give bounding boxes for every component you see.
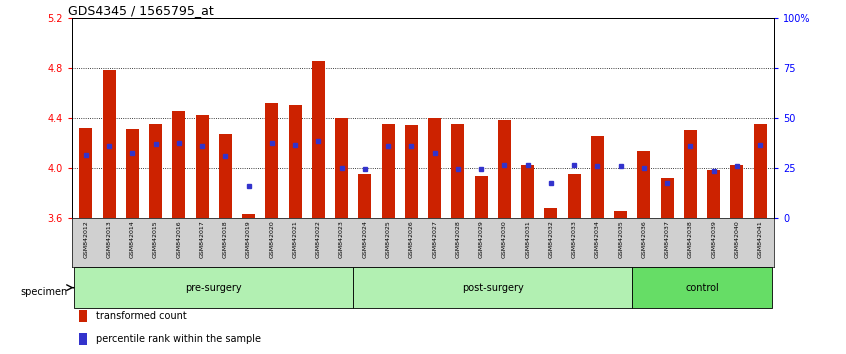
Text: post-surgery: post-surgery: [462, 282, 524, 293]
Text: transformed count: transformed count: [96, 311, 186, 321]
Text: GSM842032: GSM842032: [548, 220, 553, 258]
Text: GSM842027: GSM842027: [432, 220, 437, 258]
Bar: [312, 62, 325, 218]
Bar: [288, 105, 301, 218]
Text: GSM842012: GSM842012: [84, 220, 88, 258]
Bar: [568, 174, 580, 218]
Bar: [754, 124, 766, 218]
Bar: [638, 152, 651, 218]
Bar: [173, 112, 185, 218]
Bar: [591, 136, 604, 218]
Bar: [126, 129, 139, 218]
Bar: [632, 267, 772, 308]
Bar: [79, 333, 87, 345]
Text: GSM842029: GSM842029: [479, 220, 484, 258]
Text: GSM842017: GSM842017: [200, 220, 205, 258]
Text: GSM842038: GSM842038: [688, 220, 693, 258]
Text: GSM842015: GSM842015: [153, 220, 158, 258]
Text: GSM842026: GSM842026: [409, 220, 414, 258]
Text: GSM842030: GSM842030: [502, 220, 507, 258]
Bar: [452, 124, 464, 218]
Bar: [74, 267, 354, 308]
Text: GSM842018: GSM842018: [222, 220, 228, 258]
Text: GSM842016: GSM842016: [176, 220, 181, 258]
Text: GDS4345 / 1565795_at: GDS4345 / 1565795_at: [69, 4, 214, 17]
Bar: [195, 115, 208, 218]
Text: GSM842039: GSM842039: [711, 220, 716, 258]
Bar: [521, 165, 534, 218]
Text: specimen: specimen: [20, 287, 68, 297]
Bar: [428, 118, 441, 218]
Bar: [684, 130, 697, 218]
Text: GSM842024: GSM842024: [362, 220, 367, 258]
Bar: [219, 134, 232, 218]
Text: GSM842037: GSM842037: [665, 220, 670, 258]
Text: GSM842020: GSM842020: [269, 220, 274, 258]
Bar: [614, 211, 627, 218]
Bar: [661, 178, 673, 218]
Bar: [730, 165, 744, 218]
Text: GSM842013: GSM842013: [107, 220, 112, 258]
Text: GSM842021: GSM842021: [293, 220, 298, 258]
Bar: [382, 124, 394, 218]
Text: GSM842041: GSM842041: [758, 220, 762, 258]
Text: GSM842035: GSM842035: [618, 220, 624, 258]
Text: GSM842022: GSM842022: [316, 220, 321, 258]
Text: GSM842023: GSM842023: [339, 220, 344, 258]
Bar: [79, 310, 87, 322]
Bar: [335, 118, 348, 218]
Bar: [405, 125, 418, 218]
Text: GSM842028: GSM842028: [455, 220, 460, 258]
Text: GSM842036: GSM842036: [641, 220, 646, 258]
Bar: [354, 267, 632, 308]
Bar: [707, 170, 720, 218]
Text: GSM842034: GSM842034: [595, 220, 600, 258]
Bar: [149, 124, 162, 218]
Bar: [102, 70, 116, 218]
Bar: [242, 214, 255, 218]
Text: GSM842031: GSM842031: [525, 220, 530, 258]
Text: percentile rank within the sample: percentile rank within the sample: [96, 334, 261, 344]
Text: control: control: [685, 282, 719, 293]
Text: GSM842014: GSM842014: [130, 220, 135, 258]
Text: GSM842025: GSM842025: [386, 220, 391, 258]
Text: pre-surgery: pre-surgery: [185, 282, 242, 293]
Text: GSM842040: GSM842040: [734, 220, 739, 258]
Bar: [359, 174, 371, 218]
Bar: [475, 176, 487, 218]
Bar: [545, 208, 558, 218]
Bar: [266, 103, 278, 218]
Bar: [80, 128, 92, 218]
Text: GSM842033: GSM842033: [572, 220, 577, 258]
Bar: [498, 120, 511, 218]
Text: GSM842019: GSM842019: [246, 220, 251, 258]
